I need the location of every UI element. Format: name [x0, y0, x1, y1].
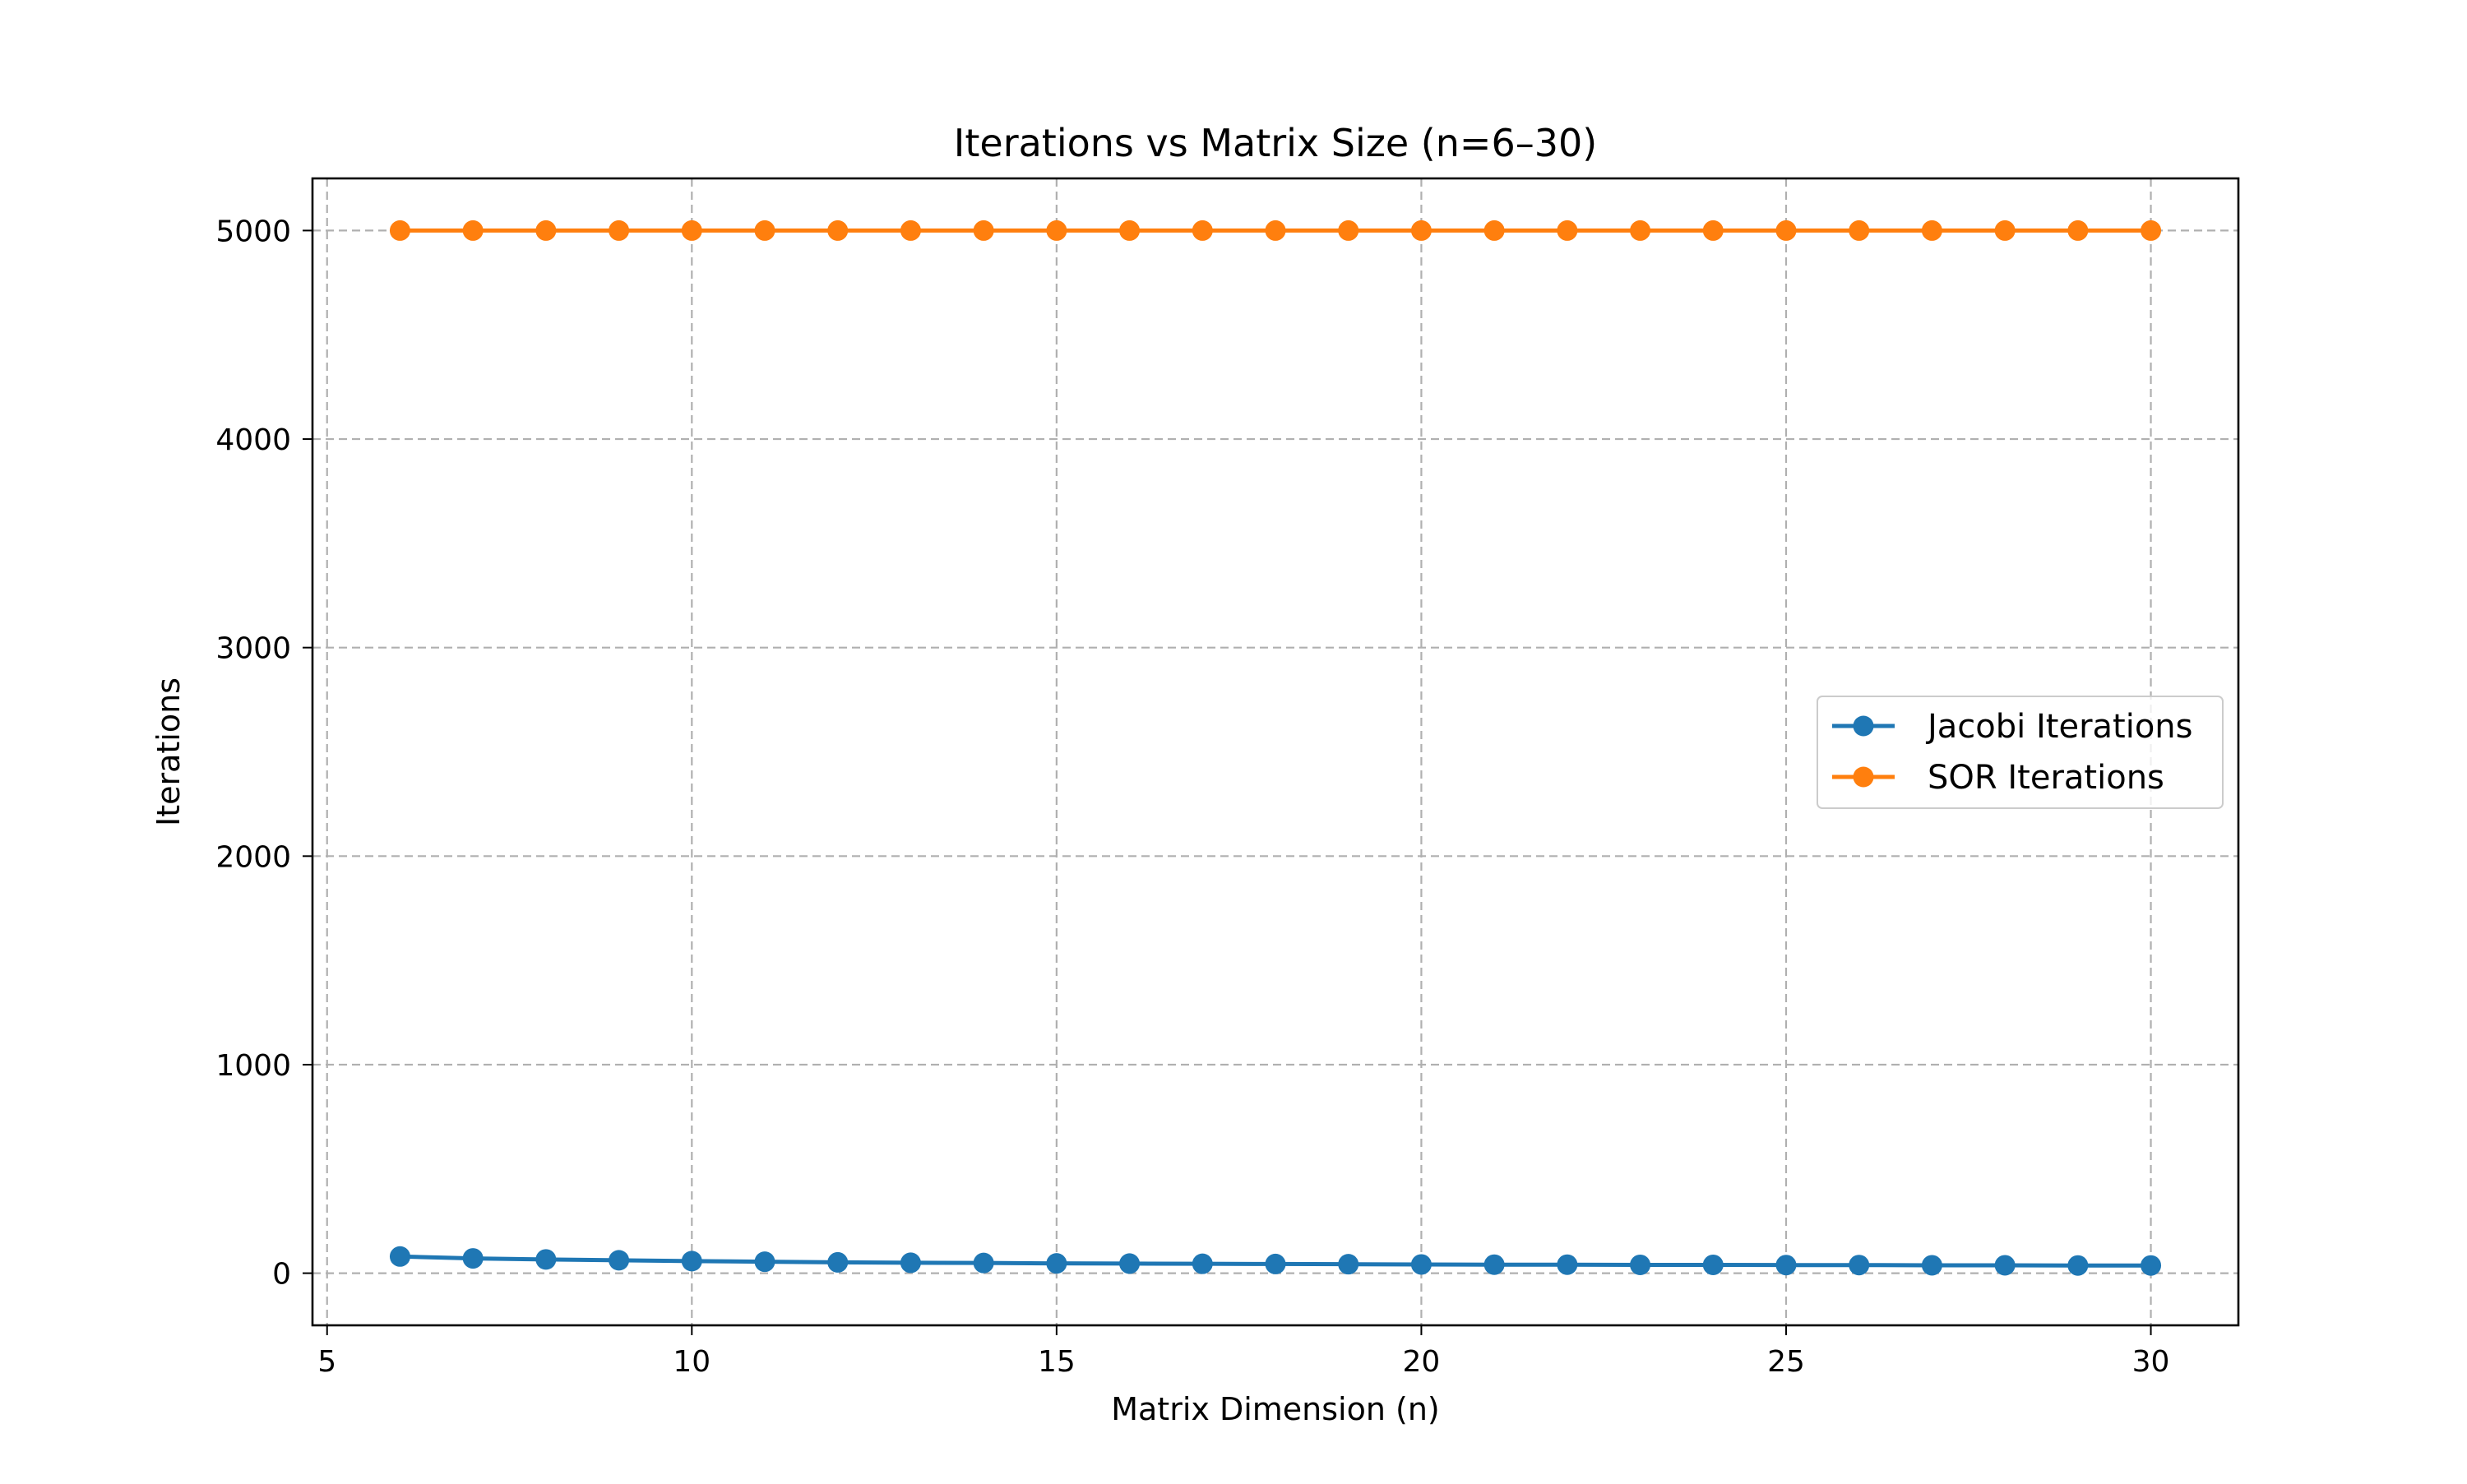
data-point — [1557, 1254, 1578, 1275]
x-tick-label: 15 — [1038, 1345, 1076, 1379]
series-layer — [389, 220, 2162, 1276]
y-tick-label: 1000 — [215, 1049, 291, 1083]
data-point — [827, 1251, 849, 1273]
x-tick-label: 30 — [2132, 1345, 2170, 1379]
data-point — [681, 1251, 702, 1272]
data-point — [1849, 1255, 1870, 1276]
y-tick-label: 2000 — [215, 840, 291, 874]
data-point — [827, 220, 849, 241]
data-point — [1119, 220, 1141, 241]
data-point — [609, 220, 630, 241]
legend-marker — [1853, 715, 1874, 737]
data-point — [1557, 220, 1578, 241]
x-tick-label: 25 — [1767, 1345, 1805, 1379]
data-point — [535, 1249, 557, 1270]
data-point — [1338, 1254, 1359, 1275]
data-point — [1338, 220, 1359, 241]
data-point — [973, 1252, 994, 1274]
data-point — [1483, 1254, 1505, 1275]
data-point — [1994, 220, 2016, 241]
data-point — [389, 1246, 410, 1267]
legend-entries: Jacobi Iterations SOR Iterations — [1832, 708, 2193, 797]
data-point — [1775, 1255, 1797, 1276]
data-point — [462, 220, 484, 241]
data-point — [1046, 220, 1067, 241]
data-point — [900, 1252, 921, 1274]
legend-entry: SOR Iterations — [1832, 759, 2164, 797]
x-tick-label: 20 — [1403, 1345, 1441, 1379]
y-axis-label: Iterations — [150, 677, 187, 826]
legend-box — [1817, 696, 2224, 809]
series-jacobi — [389, 1246, 2162, 1276]
data-point — [1921, 220, 1942, 241]
data-point — [754, 220, 775, 241]
data-point — [1265, 1253, 1286, 1274]
legend-entry: Jacobi Iterations — [1832, 708, 2193, 746]
x-axis-ticks: 5 10 15 20 25 30 — [317, 1325, 2169, 1379]
x-tick-label: 5 — [317, 1345, 336, 1379]
data-point — [1921, 1255, 1942, 1276]
series-sor — [389, 220, 2162, 241]
data-point — [1119, 1253, 1141, 1274]
legend: Jacobi Iterations SOR Iterations — [1817, 696, 2224, 809]
data-point — [754, 1251, 775, 1273]
data-point — [462, 1248, 484, 1269]
data-point — [1630, 1254, 1651, 1275]
legend-label: SOR Iterations — [1928, 759, 2164, 797]
y-tick-label: 3000 — [215, 632, 291, 666]
data-point — [1192, 1253, 1213, 1274]
y-tick-label: 0 — [272, 1258, 291, 1292]
data-point — [681, 220, 702, 241]
data-point — [1046, 1253, 1067, 1274]
y-tick-label: 5000 — [215, 215, 291, 248]
data-point — [2141, 220, 2162, 241]
data-point — [1410, 1254, 1432, 1275]
legend-marker — [1853, 766, 1874, 788]
data-point — [2067, 220, 2089, 241]
data-point — [1702, 1254, 1724, 1275]
x-axis-label: Matrix Dimension (n) — [1111, 1391, 1440, 1427]
data-point — [973, 220, 994, 241]
data-point — [1265, 220, 1286, 241]
data-point — [1775, 220, 1797, 241]
data-point — [1483, 220, 1505, 241]
data-point — [1994, 1255, 2016, 1276]
data-point — [900, 220, 921, 241]
legend-label: Jacobi Iterations — [1925, 708, 2193, 746]
data-point — [609, 1250, 630, 1271]
data-point — [1410, 220, 1432, 241]
data-point — [2067, 1255, 2089, 1276]
x-tick-label: 10 — [673, 1345, 710, 1379]
plot-area-frame — [311, 177, 2240, 1327]
chart-title: Iterations vs Matrix Size (n=6–30) — [954, 121, 1597, 165]
data-point — [1630, 220, 1651, 241]
data-point — [535, 220, 557, 241]
data-point — [1849, 220, 1870, 241]
y-tick-label: 4000 — [215, 423, 291, 457]
y-axis-ticks: 0 1000 2000 3000 4000 5000 — [215, 215, 312, 1292]
data-point — [389, 220, 410, 241]
data-point — [1192, 220, 1213, 241]
data-point — [1702, 220, 1724, 241]
data-point — [2141, 1255, 2162, 1276]
